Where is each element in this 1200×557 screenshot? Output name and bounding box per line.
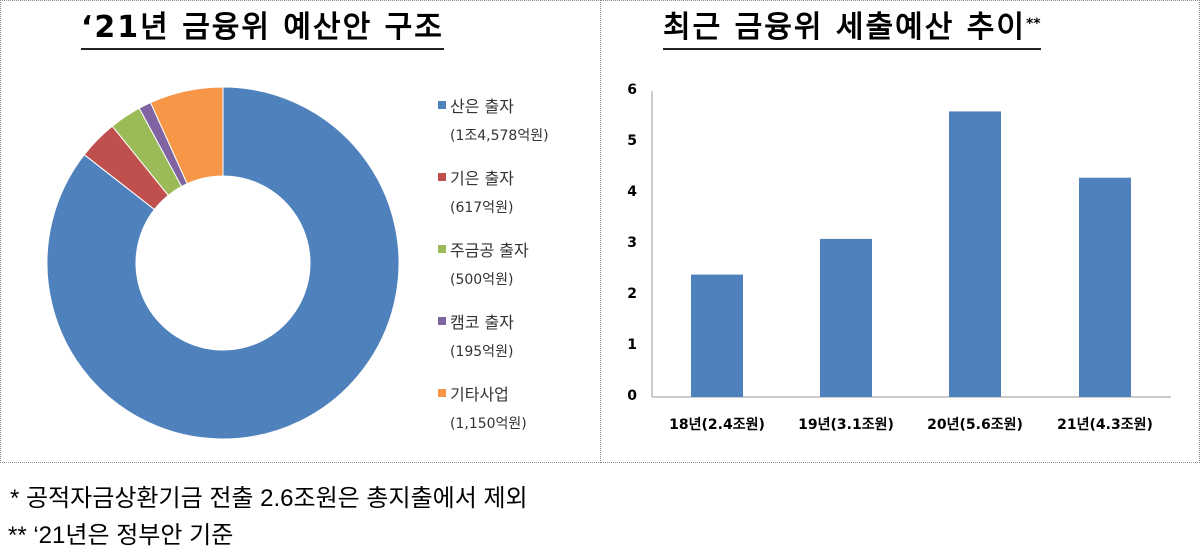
legend-swatch bbox=[438, 173, 446, 181]
bar-chart-title-text: 최근 금융위 세출예산 추이 bbox=[663, 10, 1026, 45]
x-tick-label: 21년(4.3조원) bbox=[1057, 417, 1153, 433]
legend-label: 기은 출자 bbox=[450, 169, 514, 188]
bar bbox=[1079, 177, 1131, 397]
y-tick-label: 5 bbox=[627, 133, 637, 149]
bar-chart-title: 최근 금융위 세출예산 추이** bbox=[663, 11, 1041, 50]
legend-item: 산은 출자 (1조4,578억원) bbox=[438, 93, 549, 165]
legend-value: (500억원) bbox=[450, 272, 514, 288]
legend-value: (1,150억원) bbox=[450, 416, 527, 432]
x-tick-label: 20년(5.6조원) bbox=[927, 417, 1023, 433]
y-tick-label: 0 bbox=[627, 388, 637, 404]
footnote-2: ** ‘21년은 정부안 기준 bbox=[8, 522, 234, 549]
legend-label: 기타사업 bbox=[450, 385, 509, 404]
donut-legend: 산은 출자 (1조4,578억원) 기은 출자 (617억원) 주금공 출자 (500억원… bbox=[438, 93, 549, 453]
y-tick-label: 4 bbox=[627, 184, 637, 200]
y-tick-label: 1 bbox=[627, 337, 637, 353]
legend-swatch bbox=[438, 317, 446, 325]
bar bbox=[949, 111, 1001, 398]
legend-row: 주금공 출자 bbox=[438, 237, 549, 261]
legend-value: (617억원) bbox=[450, 200, 514, 216]
x-tick-label: 18년(2.4조원) bbox=[669, 417, 765, 433]
legend-item: 기은 출자 (617억원) bbox=[438, 165, 549, 237]
donut-slice bbox=[149, 86, 224, 185]
legend-item: 기타사업 (1,150억원) bbox=[438, 381, 549, 453]
title-superscript: ** bbox=[1025, 16, 1041, 32]
legend-item: 주금공 출자 (500억원) bbox=[438, 237, 549, 309]
y-tick-label: 6 bbox=[627, 82, 637, 98]
x-tick-label: 19년(3.1조원) bbox=[798, 417, 894, 433]
bar-chart-panel: 최근 금융위 세출예산 추이** 0 1 2 3 4 5 6 18년(2.4조원) 19년(3… bbox=[600, 0, 1200, 463]
bar bbox=[820, 238, 872, 397]
legend-row: 캠코 출자 bbox=[438, 309, 549, 333]
legend-row: 산은 출자 bbox=[438, 93, 549, 117]
legend-value: (195억원) bbox=[450, 344, 514, 360]
legend-label: 캠코 출자 bbox=[450, 313, 514, 332]
legend-swatch bbox=[438, 389, 446, 397]
legend-value: (1조4,578억원) bbox=[450, 128, 549, 144]
y-tick-label: 3 bbox=[627, 235, 637, 251]
donut-chart-panel: ‘21년 금융위 예산안 구조 산은 출자 (1조4,578억원) 기은 출자 (61… bbox=[0, 0, 601, 463]
legend-row: 기은 출자 bbox=[438, 165, 549, 189]
donut-chart bbox=[46, 86, 400, 440]
legend-label: 산은 출자 bbox=[450, 97, 514, 116]
y-tick-label: 2 bbox=[627, 286, 637, 302]
footnote-1: * 공적자금상환기금 전출 2.6조원은 총지출에서 제외 bbox=[10, 485, 528, 512]
donut-slice bbox=[46, 86, 400, 440]
legend-swatch bbox=[438, 245, 446, 253]
bar bbox=[691, 274, 743, 397]
donut-chart-title: ‘21년 금융위 예산안 구조 bbox=[81, 11, 444, 50]
legend-swatch bbox=[438, 101, 446, 109]
legend-row: 기타사업 bbox=[438, 381, 549, 405]
bar-chart bbox=[651, 91, 1171, 398]
legend-item: 캠코 출자 (195억원) bbox=[438, 309, 549, 381]
legend-label: 주금공 출자 bbox=[450, 241, 529, 260]
